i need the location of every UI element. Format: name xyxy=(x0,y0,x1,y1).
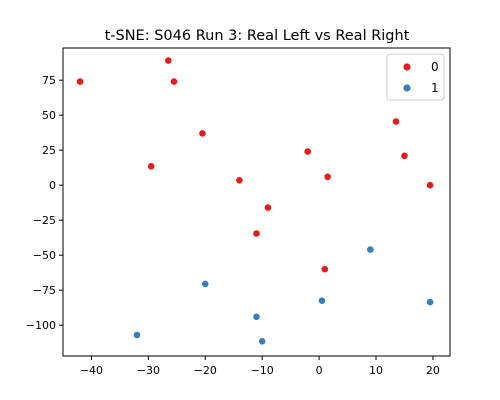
plot-frame xyxy=(62,47,451,357)
x-tick-label: −40 xyxy=(80,364,103,377)
point-series-1 xyxy=(426,298,434,306)
y-tick-label: 0 xyxy=(49,179,56,192)
point-series-0 xyxy=(323,172,332,181)
legend: 01 xyxy=(386,53,445,101)
x-tick-label: 10 xyxy=(369,364,383,377)
y-tick-label: 25 xyxy=(42,144,56,157)
point-series-0 xyxy=(235,176,244,185)
legend-label-1: 1 xyxy=(431,81,439,95)
point-series-1 xyxy=(318,296,326,305)
point-series-0 xyxy=(320,265,329,274)
legend-label-0: 0 xyxy=(431,60,439,74)
point-series-1 xyxy=(366,245,375,254)
y-tick-label: −75 xyxy=(33,284,56,297)
point-series-0 xyxy=(252,229,261,238)
x-tick-label: −20 xyxy=(194,364,217,377)
point-series-0 xyxy=(263,203,272,212)
point-series-1 xyxy=(252,312,261,321)
point-series-1 xyxy=(258,337,267,346)
y-tick-label: −100 xyxy=(26,319,56,332)
x-tick-label: 20 xyxy=(426,364,440,377)
point-series-0 xyxy=(170,77,178,86)
y-tick-label: 50 xyxy=(42,109,56,122)
x-tick-label: −10 xyxy=(251,364,274,377)
point-series-1 xyxy=(133,331,141,339)
point-series-0 xyxy=(400,151,409,160)
x-tick-label: −30 xyxy=(137,364,160,377)
legend-box xyxy=(386,53,445,101)
y-tick-label: −25 xyxy=(33,214,56,227)
point-series-0 xyxy=(198,129,207,138)
data-points xyxy=(76,56,434,346)
point-series-1 xyxy=(201,279,210,288)
point-series-0 xyxy=(76,77,84,86)
point-series-0 xyxy=(303,147,312,156)
point-series-0 xyxy=(426,181,434,190)
legend-marker-1 xyxy=(403,84,411,92)
point-series-0 xyxy=(164,56,173,65)
chart-title: t-SNE: S046 Run 3: Real Left vs Real Rig… xyxy=(105,28,410,44)
x-tick-label: 0 xyxy=(316,364,323,377)
point-series-0 xyxy=(392,117,400,126)
y-tick-label: −50 xyxy=(33,249,56,262)
legend-marker-0 xyxy=(403,63,411,71)
y-tick-label: 75 xyxy=(42,74,56,87)
point-series-0 xyxy=(147,162,156,171)
